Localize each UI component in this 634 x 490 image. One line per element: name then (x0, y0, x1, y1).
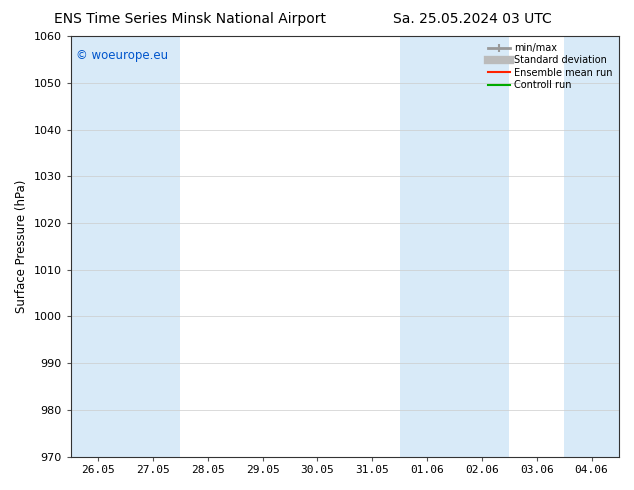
Bar (71, 36, 126, 457)
Legend: min/max, Standard deviation, Ensemble mean run, Controll run: min/max, Standard deviation, Ensemble me… (486, 41, 614, 92)
Text: ENS Time Series Minsk National Airport: ENS Time Series Minsk National Airport (54, 12, 327, 26)
Bar (455, 36, 509, 457)
Bar (399, 36, 455, 457)
Text: Sa. 25.05.2024 03 UTC: Sa. 25.05.2024 03 UTC (393, 12, 552, 26)
Y-axis label: Surface Pressure (hPa): Surface Pressure (hPa) (15, 180, 28, 313)
Text: © woeurope.eu: © woeurope.eu (76, 49, 168, 62)
Bar (564, 36, 619, 457)
Bar (126, 36, 180, 457)
